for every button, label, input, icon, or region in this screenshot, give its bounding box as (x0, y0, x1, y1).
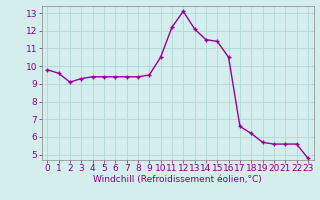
X-axis label: Windchill (Refroidissement éolien,°C): Windchill (Refroidissement éolien,°C) (93, 175, 262, 184)
